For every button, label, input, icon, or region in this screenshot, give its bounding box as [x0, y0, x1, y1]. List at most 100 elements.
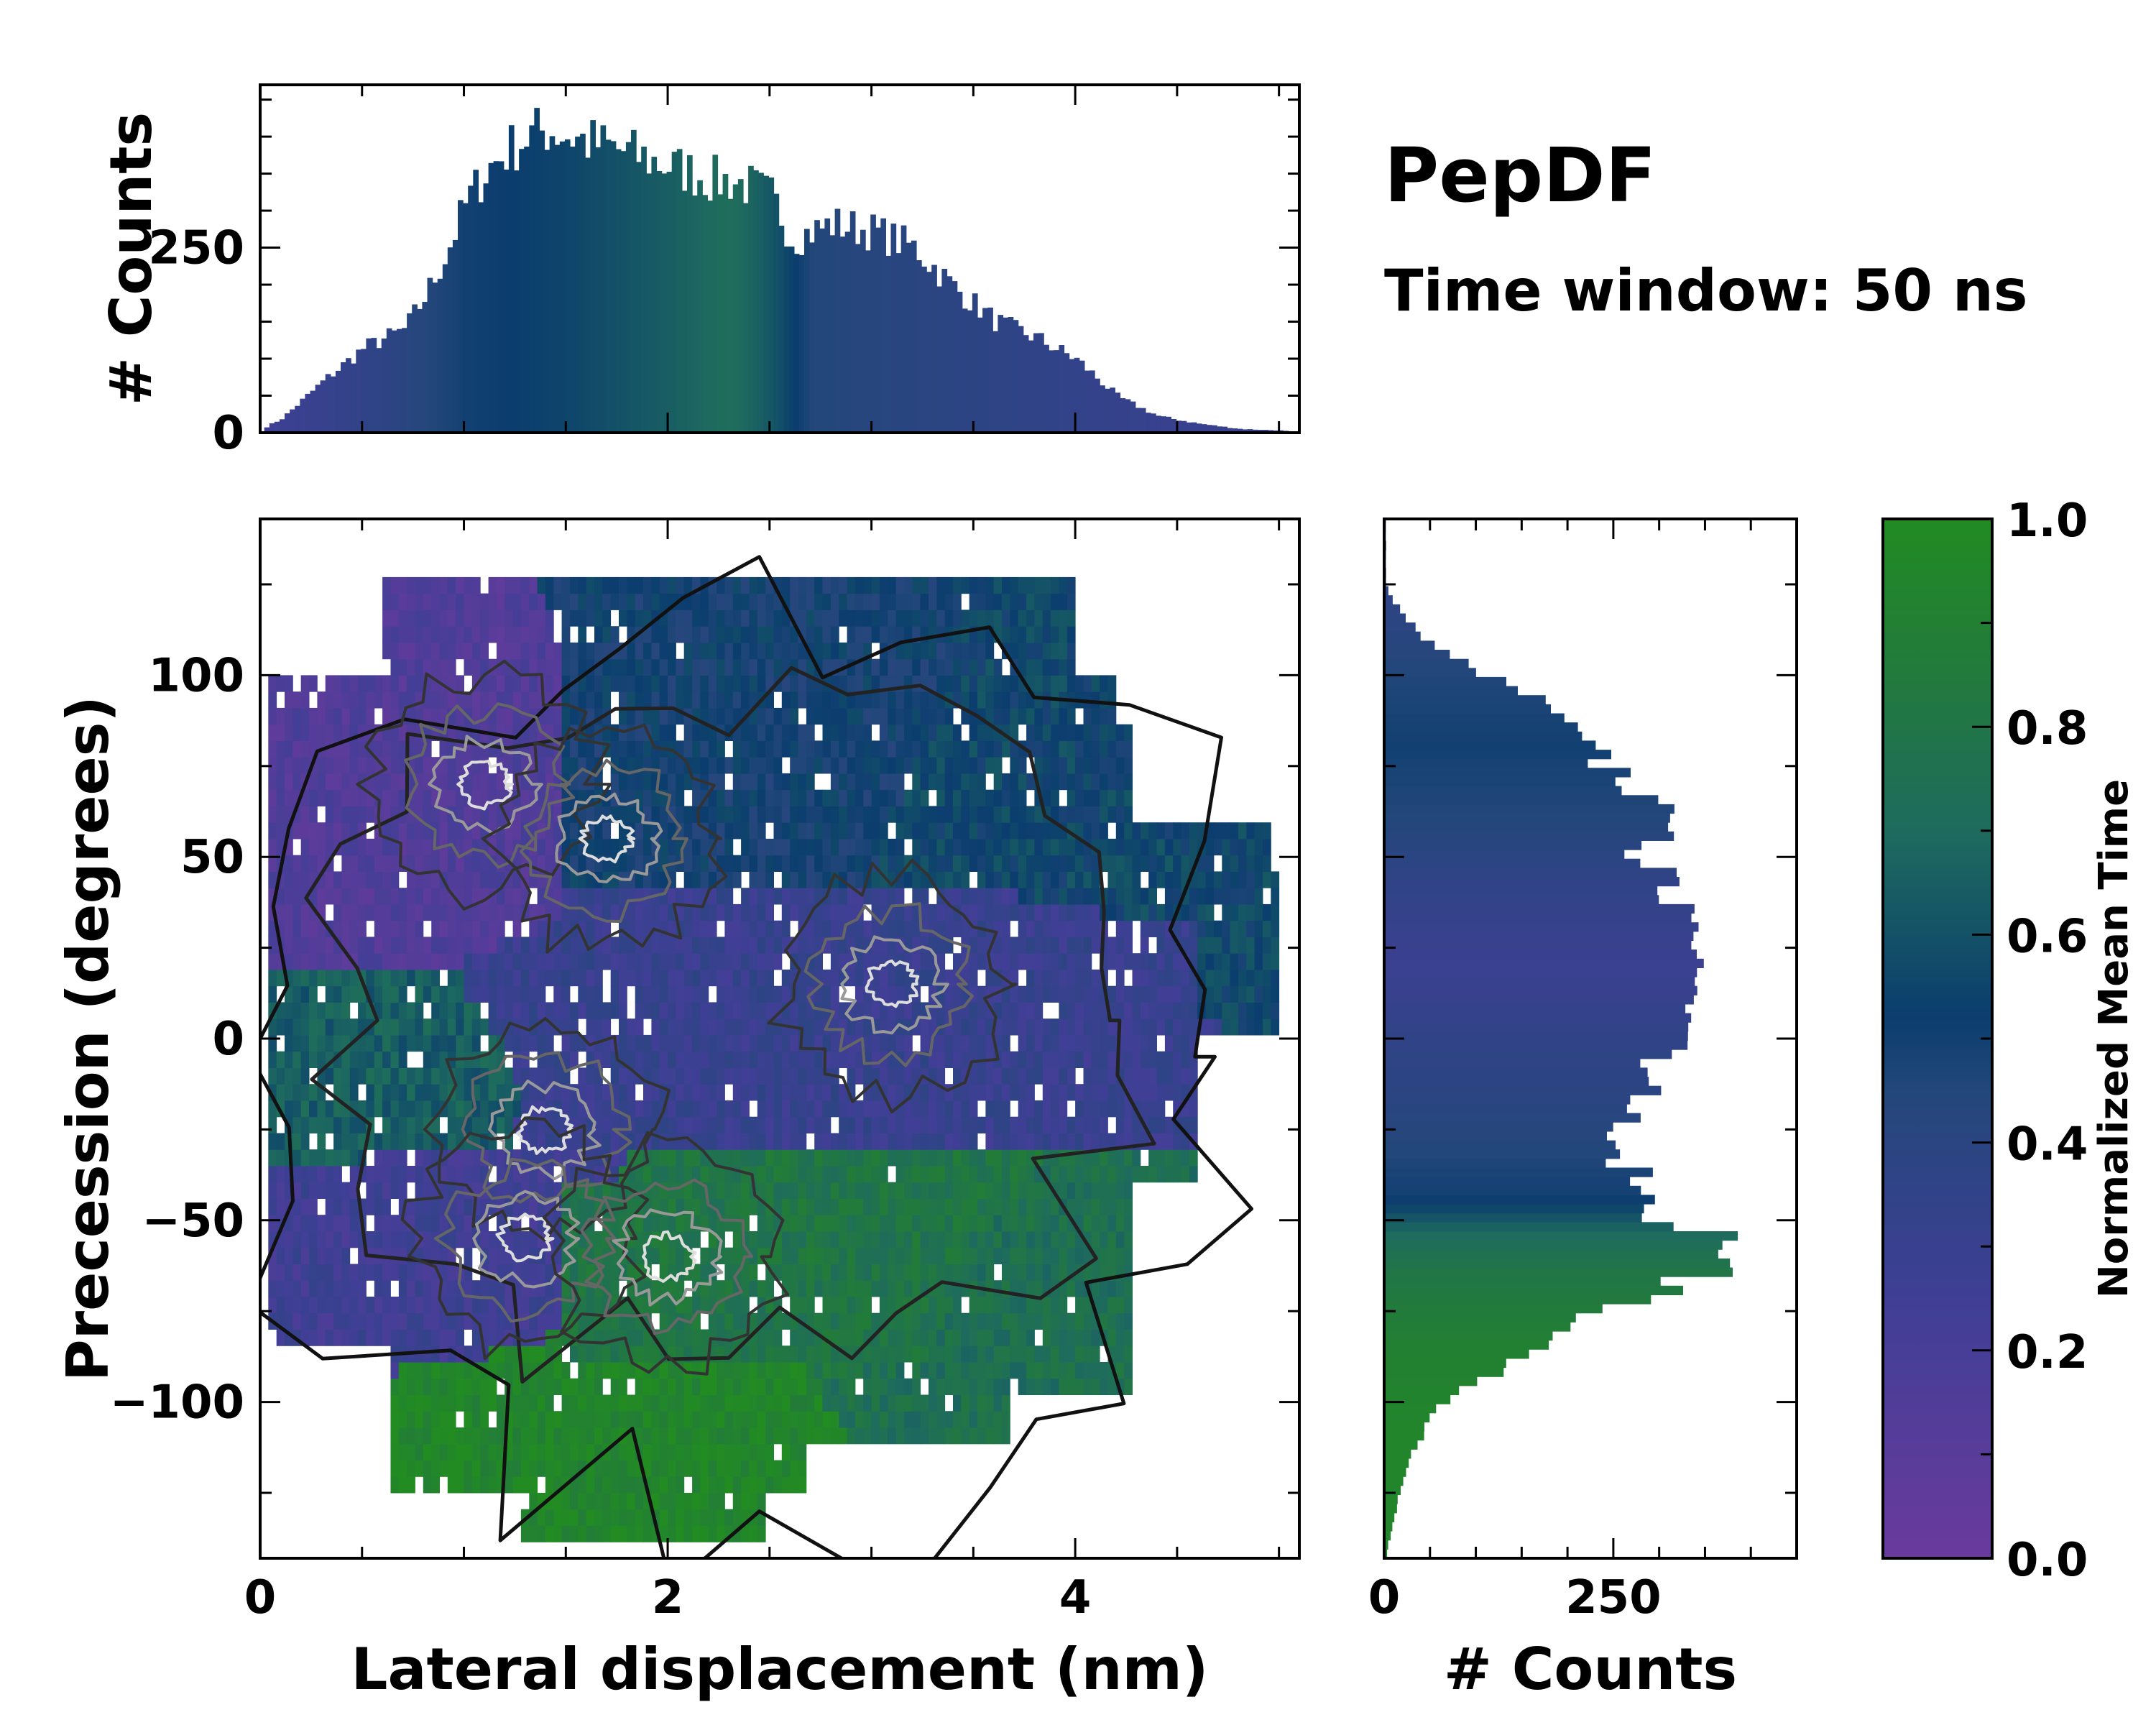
top-histogram-bar — [595, 147, 602, 433]
heatmap-cell — [439, 1280, 448, 1297]
heatmap-cell — [668, 593, 676, 610]
heatmap-cell — [757, 1346, 766, 1363]
heatmap-cell — [480, 1297, 489, 1314]
heatmap-cell — [920, 1198, 929, 1215]
heatmap-cell — [390, 610, 400, 627]
heatmap-cell — [944, 740, 954, 758]
heatmap-cell — [692, 1443, 701, 1460]
heatmap-cell — [358, 888, 367, 905]
heatmap-cell — [814, 1149, 823, 1167]
heatmap-cell — [692, 1493, 701, 1510]
heatmap-cell — [888, 1018, 897, 1036]
heatmap-cell — [561, 1149, 571, 1167]
heatmap-cell — [431, 1264, 440, 1281]
heatmap-cell — [879, 773, 888, 791]
heatmap-cell — [276, 871, 285, 888]
heatmap-cell — [977, 822, 986, 840]
heatmap-cell — [790, 1149, 798, 1167]
heatmap-cell — [374, 1034, 383, 1052]
heatmap-cell — [415, 1394, 424, 1412]
heatmap-cell — [798, 871, 807, 888]
heatmap-cell — [464, 1002, 473, 1019]
heatmap-cell — [741, 1443, 750, 1460]
heatmap-cell — [692, 658, 701, 676]
heatmap-cell — [586, 920, 595, 937]
heatmap-cell — [936, 806, 946, 823]
heatmap-cell — [537, 576, 546, 594]
heatmap-cell — [578, 1264, 587, 1281]
heatmap-cell — [578, 642, 587, 660]
heatmap-cell — [537, 953, 546, 970]
heatmap-cell — [944, 1378, 954, 1395]
heatmap-cell — [863, 838, 872, 856]
heatmap-cell — [471, 953, 481, 970]
heatmap-cell — [741, 937, 750, 954]
heatmap-cell — [496, 1149, 505, 1167]
heatmap-cell — [529, 1312, 538, 1330]
heatmap-cell — [676, 707, 685, 725]
heatmap-cell — [415, 838, 424, 856]
heatmap-cell — [488, 1182, 497, 1199]
heatmap-cell — [790, 1362, 798, 1379]
heatmap-cell — [830, 969, 839, 987]
heatmap-cell — [643, 740, 652, 758]
heatmap-cell — [520, 1067, 530, 1085]
heatmap-cell — [854, 1166, 864, 1183]
heatmap-cell — [643, 1411, 652, 1428]
heatmap-cell — [781, 1427, 791, 1445]
heatmap-cell — [977, 1018, 986, 1036]
heatmap-cell — [292, 724, 302, 741]
heatmap-cell — [390, 1018, 400, 1036]
heatmap-cell — [895, 822, 905, 840]
heatmap-cell — [439, 920, 448, 937]
heatmap-cell — [456, 1002, 464, 1019]
heatmap-cell — [814, 642, 823, 660]
heatmap-cell — [643, 1329, 652, 1346]
heatmap-cell — [390, 707, 400, 725]
heatmap-cell — [382, 1182, 391, 1199]
heatmap-cell — [537, 1443, 546, 1460]
heatmap-cell — [464, 1411, 473, 1428]
heatmap-cell — [276, 789, 285, 806]
heatmap-cell — [529, 1394, 538, 1412]
heatmap-cell — [471, 1182, 481, 1199]
heatmap-cell — [668, 1166, 676, 1183]
heatmap-cell — [732, 1280, 742, 1297]
heatmap-cell — [505, 1247, 513, 1264]
heatmap-cell — [553, 1231, 563, 1248]
heatmap-cell — [895, 920, 905, 937]
heatmap-cell — [798, 855, 807, 872]
heatmap-cell — [724, 576, 734, 594]
heatmap-cell — [977, 1166, 986, 1183]
heatmap-cell — [627, 1394, 636, 1412]
heatmap-cell — [268, 1182, 277, 1199]
top-histogram-bar — [1156, 415, 1161, 433]
heatmap-cell — [390, 871, 400, 888]
heatmap-cell — [431, 1329, 440, 1346]
heatmap-cell — [765, 1231, 774, 1248]
heatmap-cell — [407, 1067, 415, 1085]
heatmap-cell — [545, 1394, 554, 1412]
heatmap-cell — [317, 838, 326, 856]
heatmap-cell — [659, 1051, 668, 1068]
heatmap-cell — [773, 920, 783, 937]
heatmap-cell — [969, 1362, 978, 1379]
heatmap-cell — [773, 1231, 783, 1248]
heatmap-cell — [398, 757, 407, 774]
heatmap-cell — [871, 838, 880, 856]
heatmap-cell — [529, 740, 538, 758]
heatmap-cell — [317, 969, 326, 987]
top-histogram-bar — [570, 146, 576, 433]
heatmap-cell — [586, 1264, 595, 1281]
heatmap-cell — [276, 888, 285, 905]
heatmap-cell — [651, 1411, 660, 1428]
heatmap-cell — [790, 1264, 798, 1281]
heatmap-cell — [610, 1002, 619, 1019]
heatmap-cell — [944, 1018, 954, 1036]
heatmap-cell — [985, 806, 995, 823]
heatmap-cell — [480, 610, 489, 627]
heatmap-cell — [496, 920, 505, 937]
heatmap-cell — [732, 985, 742, 1003]
heatmap-cell — [1010, 789, 1019, 806]
heatmap-cell — [765, 1476, 774, 1494]
